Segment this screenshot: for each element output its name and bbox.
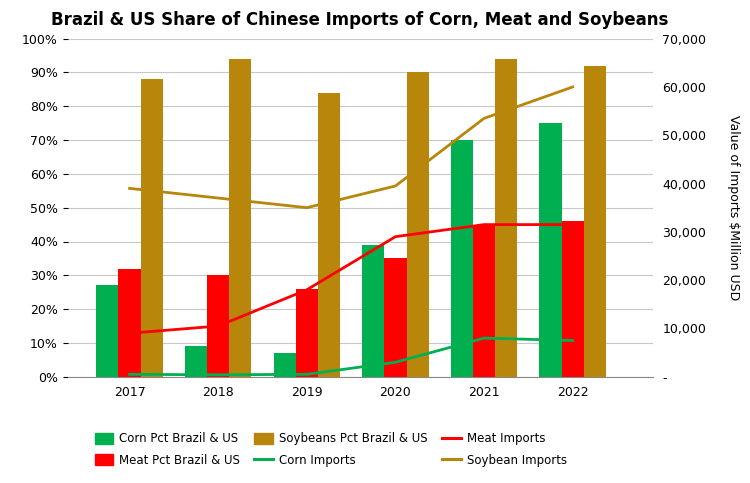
Bar: [384, 258, 406, 377]
Bar: [562, 221, 584, 377]
Bar: [274, 353, 296, 377]
Bar: [406, 72, 429, 377]
Bar: [207, 275, 230, 377]
Bar: [318, 93, 340, 377]
Bar: [230, 59, 251, 377]
Bar: [451, 140, 473, 377]
Bar: [96, 285, 118, 377]
Y-axis label: Value of Imports $Million USD: Value of Imports $Million USD: [727, 115, 740, 300]
Bar: [362, 245, 385, 377]
Legend: Corn Pct Brazil & US, Meat Pct Brazil & US, Soybeans Pct Brazil & US, Corn Impor: Corn Pct Brazil & US, Meat Pct Brazil & …: [88, 426, 573, 473]
Bar: [141, 79, 163, 377]
Bar: [185, 346, 207, 377]
Bar: [473, 225, 495, 377]
Bar: [584, 66, 606, 377]
Bar: [495, 59, 517, 377]
Bar: [539, 123, 562, 377]
Bar: [296, 289, 318, 377]
Title: Brazil & US Share of Chinese Imports of Corn, Meat and Soybeans: Brazil & US Share of Chinese Imports of …: [51, 11, 669, 29]
Bar: [118, 269, 141, 377]
